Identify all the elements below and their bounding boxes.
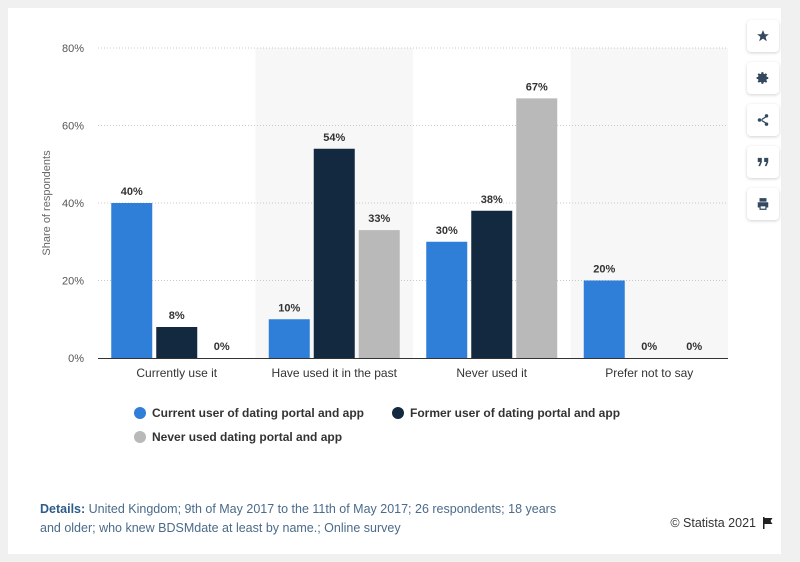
data-label: 0% <box>214 341 230 353</box>
y-tick-label: 40% <box>62 198 84 210</box>
data-label: 40% <box>121 186 143 198</box>
bar-chart: 0% 20% 40% 60% 80% Share of respondents 40% 10%… <box>41 43 728 444</box>
data-label: 10% <box>278 302 300 314</box>
legend-marker <box>134 407 146 419</box>
x-tick-label: Never used it <box>456 366 527 380</box>
legend-marker <box>392 407 404 419</box>
bar <box>426 241 468 358</box>
bar <box>268 319 310 358</box>
y-tick-label: 60% <box>62 121 84 133</box>
copyright-text: © Statista 2021 <box>670 516 756 530</box>
data-label: 0% <box>641 341 657 353</box>
star-icon <box>757 30 769 42</box>
favorite-button[interactable] <box>747 20 779 52</box>
bar <box>516 98 558 358</box>
gear-icon <box>756 72 769 84</box>
data-label: 30% <box>436 225 458 237</box>
legend-marker <box>134 431 146 443</box>
copyright-link[interactable]: © Statista 2021 <box>670 516 774 530</box>
legend-label: Former user of dating portal and app <box>410 406 620 420</box>
x-tick-label: Prefer not to say <box>605 366 693 380</box>
x-tick-label: Have used it in the past <box>272 366 398 380</box>
y-tick-label: 80% <box>62 43 84 55</box>
quote-icon <box>757 157 769 167</box>
print-button[interactable] <box>747 188 779 220</box>
bar <box>111 203 153 358</box>
bar <box>583 280 625 358</box>
bar <box>313 148 355 358</box>
bar <box>471 210 513 358</box>
legend-label: Current user of dating portal and app <box>152 406 364 420</box>
y-tick-label: 0% <box>68 353 84 365</box>
bar <box>358 230 400 358</box>
share-button[interactable] <box>747 104 779 136</box>
data-label: 33% <box>368 213 390 225</box>
data-label: 8% <box>169 310 185 322</box>
data-label: 54% <box>323 132 345 144</box>
y-axis-label: Share of respondents <box>41 150 53 256</box>
details-label: Details: <box>40 502 86 516</box>
y-tick-label: 20% <box>62 276 84 288</box>
settings-button[interactable] <box>747 62 779 94</box>
data-label: 67% <box>526 81 548 93</box>
details-text: United Kingdom; 9th of May 2017 to the 1… <box>40 502 557 535</box>
data-label: 20% <box>593 264 615 276</box>
data-label: 38% <box>481 194 503 206</box>
print-icon <box>757 198 769 210</box>
legend-label: Never used dating portal and app <box>152 430 342 444</box>
data-label: 0% <box>686 341 702 353</box>
x-tick-label: Currently use it <box>136 366 217 380</box>
flag-icon <box>763 517 773 529</box>
details-note: Details: United Kingdom; 9th of May 2017… <box>40 500 560 538</box>
share-icon <box>757 114 769 126</box>
bar <box>156 327 198 358</box>
cite-button[interactable] <box>747 146 779 178</box>
